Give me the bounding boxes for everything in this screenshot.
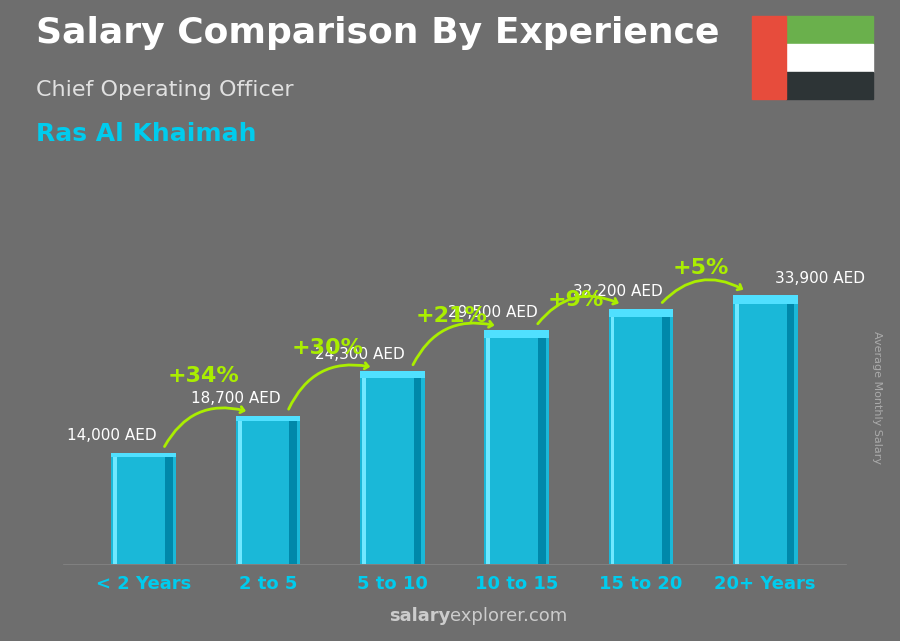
Text: 32,200 AED: 32,200 AED	[572, 284, 662, 299]
Bar	[786, 72, 873, 99]
Bar	[662, 308, 670, 564]
Bar	[610, 308, 615, 564]
Bar	[165, 453, 173, 564]
Bar	[486, 330, 491, 564]
Bar	[608, 308, 673, 564]
Bar	[484, 330, 549, 564]
Bar	[414, 371, 421, 564]
Bar	[290, 415, 297, 564]
Text: Salary Comparison By Experience: Salary Comparison By Experience	[36, 16, 719, 50]
Text: salary: salary	[389, 607, 450, 625]
Bar	[786, 44, 873, 72]
Bar	[734, 295, 739, 564]
Bar	[538, 330, 545, 564]
Bar	[484, 330, 549, 338]
Bar	[112, 453, 176, 564]
Text: Average Monthly Salary: Average Monthly Salary	[872, 331, 883, 464]
Text: Ras Al Khaimah: Ras Al Khaimah	[36, 122, 256, 146]
Text: 24,300 AED: 24,300 AED	[315, 347, 405, 362]
Text: explorer.com: explorer.com	[450, 607, 567, 625]
Bar	[362, 371, 366, 564]
Text: 33,900 AED: 33,900 AED	[775, 271, 865, 285]
Bar	[236, 415, 301, 421]
Bar	[786, 16, 873, 44]
Text: +30%: +30%	[292, 338, 364, 358]
Bar	[733, 295, 797, 304]
Bar	[113, 453, 117, 564]
Text: +9%: +9%	[548, 290, 605, 310]
Bar	[238, 415, 241, 564]
Text: 14,000 AED: 14,000 AED	[67, 428, 157, 444]
Text: +5%: +5%	[672, 258, 729, 278]
Text: +34%: +34%	[167, 365, 239, 385]
Text: 29,500 AED: 29,500 AED	[448, 306, 538, 320]
Bar	[360, 371, 425, 378]
Bar	[608, 308, 673, 317]
Bar	[112, 453, 176, 457]
Bar	[733, 295, 797, 564]
Text: 18,700 AED: 18,700 AED	[191, 391, 281, 406]
Bar	[787, 295, 795, 564]
Bar	[236, 415, 301, 564]
Text: +21%: +21%	[416, 306, 488, 326]
Bar	[360, 371, 425, 564]
Bar	[752, 16, 786, 99]
Text: Chief Operating Officer: Chief Operating Officer	[36, 80, 293, 100]
